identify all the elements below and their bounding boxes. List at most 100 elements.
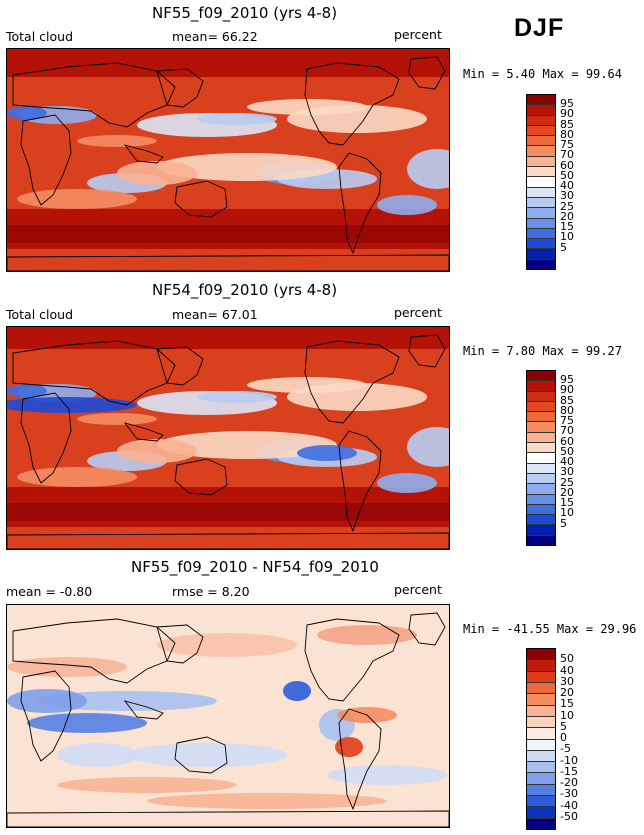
colorbar-tick-label: 85: [560, 393, 574, 407]
colorbar-swatch: [527, 739, 555, 751]
panel-2-mean-label: mean= 67.01: [172, 307, 258, 322]
colorbar-tick-label: 75: [560, 138, 574, 152]
colorbar-swatch: [527, 716, 555, 729]
panel-3-map-svg: [7, 605, 449, 827]
colorbar-tick-label: 30: [560, 189, 574, 203]
colorbar-swatch: [527, 156, 555, 168]
colorbar-swatch: [527, 705, 555, 717]
colorbar-swatch: [527, 259, 555, 270]
colorbar-tick-label: 5: [560, 719, 567, 733]
colorbar-tick-label: -5: [560, 742, 571, 756]
colorbar-tick-label: 75: [560, 414, 574, 428]
colorbar-swatch: [527, 515, 555, 526]
colorbar-swatch: [527, 239, 555, 250]
colorbar-swatch: [527, 473, 555, 485]
colorbar-tick-label: 60: [560, 158, 574, 172]
colorbar-swatch: [527, 750, 555, 763]
panel-2-title: NF54_f09_2010 (yrs 4-8): [152, 281, 338, 299]
colorbar-swatch: [527, 422, 555, 433]
colorbar-tick-label: 40: [560, 455, 574, 469]
colorbar-tick-label: 25: [560, 475, 574, 489]
colorbar-tick-label: -40: [560, 798, 578, 812]
colorbar-swatch: [527, 371, 555, 382]
colorbar-tick-label: 20: [560, 209, 574, 223]
colorbar-swatch: [527, 773, 555, 785]
panel-2-colorbar: [526, 370, 556, 546]
colorbar-tick-label: -30: [560, 787, 578, 801]
colorbar-swatch: [527, 694, 555, 706]
colorbar-swatch: [527, 762, 555, 774]
colorbar-tick-label: 20: [560, 686, 574, 699]
colorbar-tick-label: 80: [560, 403, 574, 417]
colorbar-swatch: [527, 807, 555, 819]
colorbar-tick-label: 15: [560, 697, 574, 711]
colorbar-tick-label: 15: [560, 496, 574, 510]
panel-3-title: NF55_f09_2010 - NF54_f09_2010: [131, 558, 379, 576]
colorbar-swatch: [527, 660, 555, 672]
colorbar-tick-label: -50: [560, 809, 578, 823]
panel-2-left-label: Total cloud: [6, 307, 74, 322]
panel-1-minmax: Min = 5.40 Max = 99.64: [463, 67, 622, 81]
panel-2-minmax: Min = 7.80 Max = 99.27: [463, 344, 622, 358]
colorbar-swatch: [527, 484, 555, 495]
panel-3-minmax: Min = -41.55 Max = 29.96: [463, 622, 637, 636]
colorbar-swatch: [527, 401, 555, 413]
panel-1-mean-label: mean= 66.22: [172, 29, 258, 44]
panel-3-map: [6, 604, 450, 828]
colorbar-tick-label: 10: [560, 230, 574, 244]
colorbar-tick-label: -15: [560, 764, 578, 778]
colorbar-tick-label: 95: [560, 373, 574, 387]
colorbar-swatch: [527, 463, 555, 474]
colorbar-swatch: [527, 784, 555, 797]
colorbar-tick-label: 30: [560, 465, 574, 479]
colorbar-swatch: [527, 391, 555, 402]
colorbar-tick-label: 10: [560, 506, 574, 520]
colorbar-tick-label: 80: [560, 127, 574, 141]
colorbar-tick-label: 40: [560, 179, 574, 193]
panel-1-title: NF55_f09_2010 (yrs 4-8): [152, 4, 338, 22]
colorbar-swatch: [527, 728, 555, 740]
colorbar-tick-label: 95: [560, 97, 574, 111]
colorbar-swatch: [527, 115, 555, 126]
panel-3-colorbar: [526, 648, 556, 830]
colorbar-swatch: [527, 682, 555, 695]
colorbar-swatch: [527, 535, 555, 546]
colorbar-swatch: [527, 95, 555, 106]
colorbar-swatch: [527, 796, 555, 808]
colorbar-tick-label: 50: [560, 444, 574, 458]
colorbar-swatch: [527, 525, 555, 536]
colorbar-swatch: [527, 228, 555, 240]
colorbar-swatch: [527, 671, 555, 683]
season-label: DJF: [514, 14, 565, 42]
colorbar-tick-label: 20: [560, 485, 574, 499]
colorbar-swatch: [527, 146, 555, 157]
colorbar-swatch: [527, 818, 555, 829]
colorbar-tick-label: 90: [560, 383, 574, 397]
colorbar-tick-label: -20: [560, 776, 578, 789]
colorbar-tick-label: 60: [560, 434, 574, 448]
colorbar-swatch: [527, 412, 555, 423]
colorbar-tick-label: 30: [560, 674, 574, 688]
colorbar-swatch: [527, 649, 555, 661]
colorbar-tick-label: 85: [560, 117, 574, 131]
colorbar-swatch: [527, 453, 555, 464]
colorbar-swatch: [527, 504, 555, 516]
colorbar-swatch: [527, 167, 555, 178]
panel-3-mean-label: mean = -0.80: [6, 584, 93, 599]
colorbar-swatch: [527, 197, 555, 209]
panel-2-map: [6, 326, 450, 550]
colorbar-swatch: [527, 432, 555, 444]
colorbar-tick-label: 15: [560, 220, 574, 234]
colorbar-tick-label: 10: [560, 708, 574, 722]
colorbar-swatch: [527, 105, 555, 116]
colorbar-swatch: [527, 177, 555, 188]
colorbar-swatch: [527, 494, 555, 505]
colorbar-tick-label: 50: [560, 652, 574, 666]
colorbar-tick-label: 70: [560, 148, 574, 162]
colorbar-swatch: [527, 208, 555, 219]
panel-1-map: [6, 48, 450, 272]
panel-1-units-label: percent: [394, 27, 442, 42]
colorbar-tick-label: 5: [560, 240, 567, 254]
colorbar-tick-label: -10: [560, 753, 578, 767]
panel-1-left-label: Total cloud: [6, 29, 74, 44]
